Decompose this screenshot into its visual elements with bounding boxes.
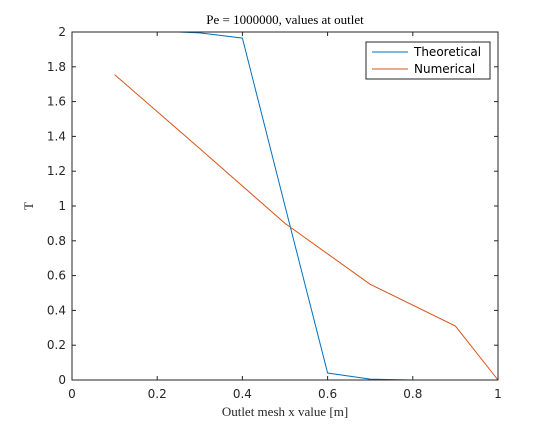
y-tick-label: 0.8 — [47, 234, 66, 248]
legend-label-numerical: Numerical — [414, 62, 475, 76]
y-tick-label: 0.6 — [47, 269, 66, 283]
x-tick-label: 0.4 — [233, 387, 252, 401]
y-tick-label: 0.2 — [47, 338, 66, 352]
x-tick-label: 0 — [68, 387, 76, 401]
x-tick-label: 0.2 — [148, 387, 167, 401]
y-tick-label: 1.4 — [47, 129, 66, 143]
x-tick-label: 1 — [494, 387, 502, 401]
y-tick-label: 0 — [58, 373, 66, 387]
x-axis-label: Outlet mesh x value [m] — [222, 404, 348, 419]
y-tick-label: 1.6 — [47, 95, 66, 109]
y-tick-label: 0.4 — [47, 303, 66, 317]
y-tick-label: 2 — [58, 25, 66, 39]
y-tick-label: 1 — [58, 199, 66, 213]
x-tick-label: 0.6 — [318, 387, 337, 401]
y-tick-label: 1.2 — [47, 164, 66, 178]
legend-label-theoretical: Theoretical — [413, 45, 481, 59]
legend: Theoretical Numerical — [366, 42, 490, 79]
y-axis-label: T — [21, 202, 36, 210]
x-tick-label: 0.8 — [403, 387, 422, 401]
y-tick-label: 1.8 — [47, 60, 66, 74]
chart-title: Pe = 1000000, values at outlet — [206, 12, 364, 27]
